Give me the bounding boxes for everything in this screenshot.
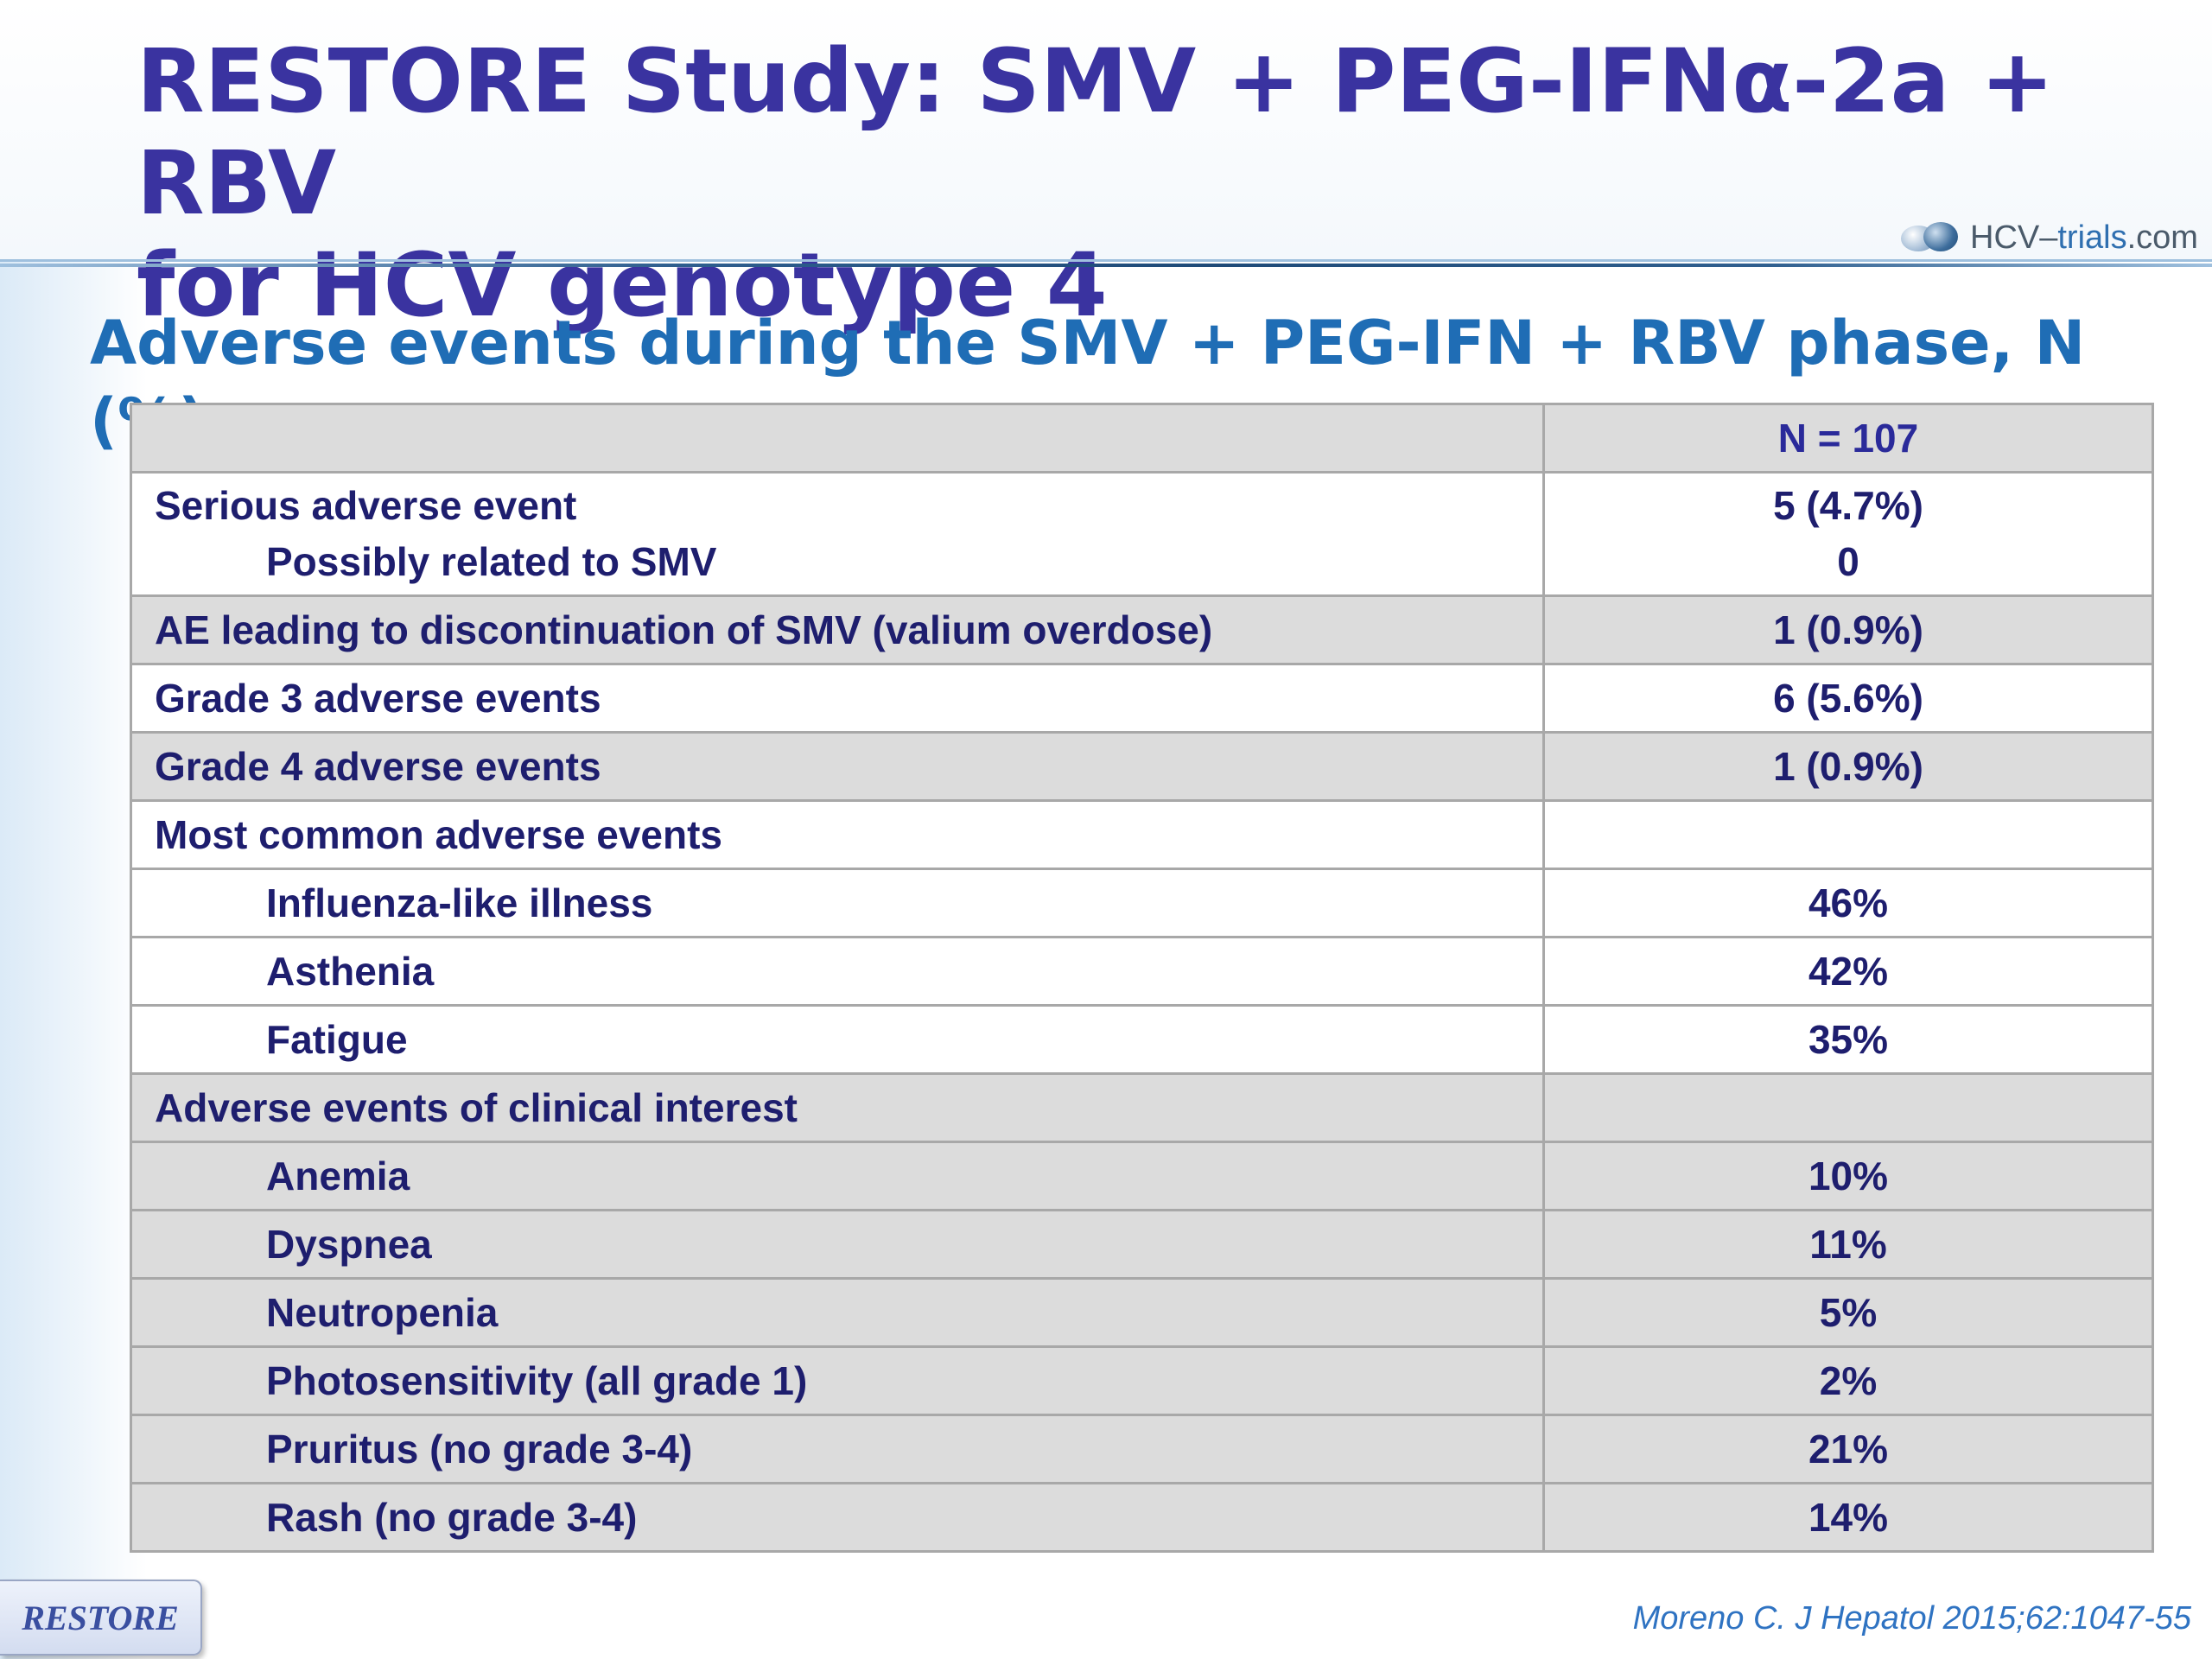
header-label-cell [130,403,1545,474]
row-value: 1 (0.9%) [1542,594,2154,665]
row-label: Adverse events of clinical interest [130,1072,1545,1143]
header-divider [0,259,2212,268]
logo-text: HCV–trials.com [1970,219,2198,257]
table-row: Grade 3 adverse events 6 (5.6%) [130,663,2154,734]
row-value: 10% [1542,1141,2154,1211]
row-value [1542,1072,2154,1143]
slide-title: RESTORE Study: SMV + PEG-IFNα-2a + RBV f… [137,31,2124,337]
header-background [0,0,2212,259]
logo-prefix: HCV– [1970,219,2058,256]
table-row: Asthenia 42% [130,936,2154,1007]
row-value: 5% [1542,1277,2154,1348]
table-row: Pruritus (no grade 3-4) 21% [130,1414,2154,1484]
adverse-events-table: N = 107 Serious adverse event Possibly r… [130,403,2154,1553]
logo-mark-icon [1901,219,1961,257]
table-row: Influenza-like illness 46% [130,868,2154,938]
row-label: Photosensitivity (all grade 1) [130,1345,1545,1416]
row-value: 11% [1542,1209,2154,1280]
row-value: 35% [1542,1004,2154,1075]
row-value: 21% [1542,1414,2154,1484]
row-label: Pruritus (no grade 3-4) [130,1414,1545,1484]
header-n-cell: N = 107 [1542,403,2154,474]
row-label: Most common adverse events [130,799,1545,870]
table-row: Rash (no grade 3-4) 14% [130,1482,2154,1553]
row-value: 1 (0.9%) [1542,731,2154,802]
table-row: Most common adverse events [130,799,2154,870]
table-row: Photosensitivity (all grade 1) 2% [130,1345,2154,1416]
restore-button[interactable]: RESTORE [0,1580,202,1656]
hcv-trials-logo: HCV–trials.com [1901,216,2198,259]
row-label: Grade 4 adverse events [130,731,1545,802]
table-row: Dyspnea 11% [130,1209,2154,1280]
row-label: Asthenia [130,936,1545,1007]
row-value: 5 (4.7%) 0 [1542,471,2154,597]
table-row: Neutropenia 5% [130,1277,2154,1348]
row-label: Dyspnea [130,1209,1545,1280]
row-value: 2% [1542,1345,2154,1416]
citation: Moreno C. J Hepatol 2015;62:1047-55 [1632,1600,2191,1637]
row-label: Rash (no grade 3-4) [130,1482,1545,1553]
table-row: Adverse events of clinical interest [130,1072,2154,1143]
row-value [1542,799,2154,870]
row-label: Fatigue [130,1004,1545,1075]
table-header-row: N = 107 [130,403,2154,474]
table-row: Fatigue 35% [130,1004,2154,1075]
row-label: AE leading to discontinuation of SMV (va… [130,594,1545,665]
row-value: 46% [1542,868,2154,938]
table-row: Anemia 10% [130,1141,2154,1211]
logo-suffix: .com [2126,219,2198,256]
row-label: Neutropenia [130,1277,1545,1348]
row-value: 6 (5.6%) [1542,663,2154,734]
table-row: AE leading to discontinuation of SMV (va… [130,594,2154,665]
slide-subtitle: Adverse events during the SMV + PEG-IFN … [90,308,2086,456]
row-value: 14% [1542,1482,2154,1553]
table-row: Grade 4 adverse events 1 (0.9%) [130,731,2154,802]
logo-trials: trials [2057,219,2127,256]
table-row: Serious adverse event Possibly related t… [130,471,2154,597]
row-label: Anemia [130,1141,1545,1211]
row-label: Influenza-like illness [130,868,1545,938]
serious-ae-value: 5 (4.7%) [1773,483,1923,528]
side-decoration [0,259,147,1659]
title-line-1: RESTORE Study: SMV + PEG-IFNα-2a + RBV [137,30,2055,235]
possibly-related-value: 0 [1837,539,1859,584]
row-label: Serious adverse event Possibly related t… [130,471,1545,597]
serious-ae-label: Serious adverse event [155,483,577,528]
row-value: 42% [1542,936,2154,1007]
possibly-related-label: Possibly related to SMV [266,539,717,584]
row-label: Grade 3 adverse events [130,663,1545,734]
title-line-2: for HCV genotype 4 [137,234,1108,337]
